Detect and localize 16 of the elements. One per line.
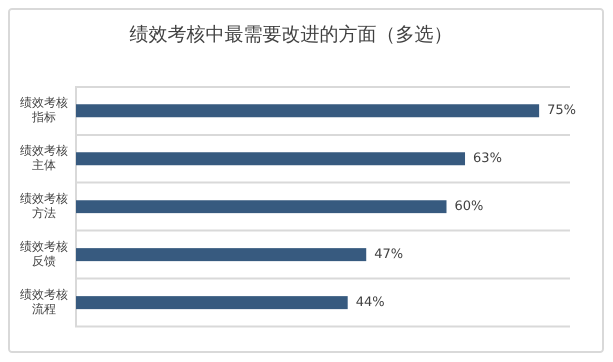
- data-label: 44%: [356, 294, 385, 310]
- data-label: 47%: [374, 247, 404, 262]
- data-label: 75%: [547, 103, 576, 118]
- y-tick-label: 绩效考核指标: [20, 96, 68, 124]
- chart-title: 绩效考核中最需要改进的方面（多选）: [130, 23, 452, 46]
- bar: [76, 104, 540, 118]
- y-tick-label: 绩效考核方法: [20, 192, 68, 220]
- data-label: 60%: [454, 199, 484, 214]
- data-label: 63%: [473, 151, 502, 166]
- y-tick-label: 绩效考核主体: [20, 144, 68, 172]
- bar: [76, 248, 366, 262]
- bar: [76, 200, 446, 214]
- bar: [76, 152, 466, 166]
- y-tick-label: 绩效考核反馈: [20, 240, 68, 268]
- y-tick-label: 绩效考核流程: [20, 288, 68, 316]
- bar: [76, 296, 348, 310]
